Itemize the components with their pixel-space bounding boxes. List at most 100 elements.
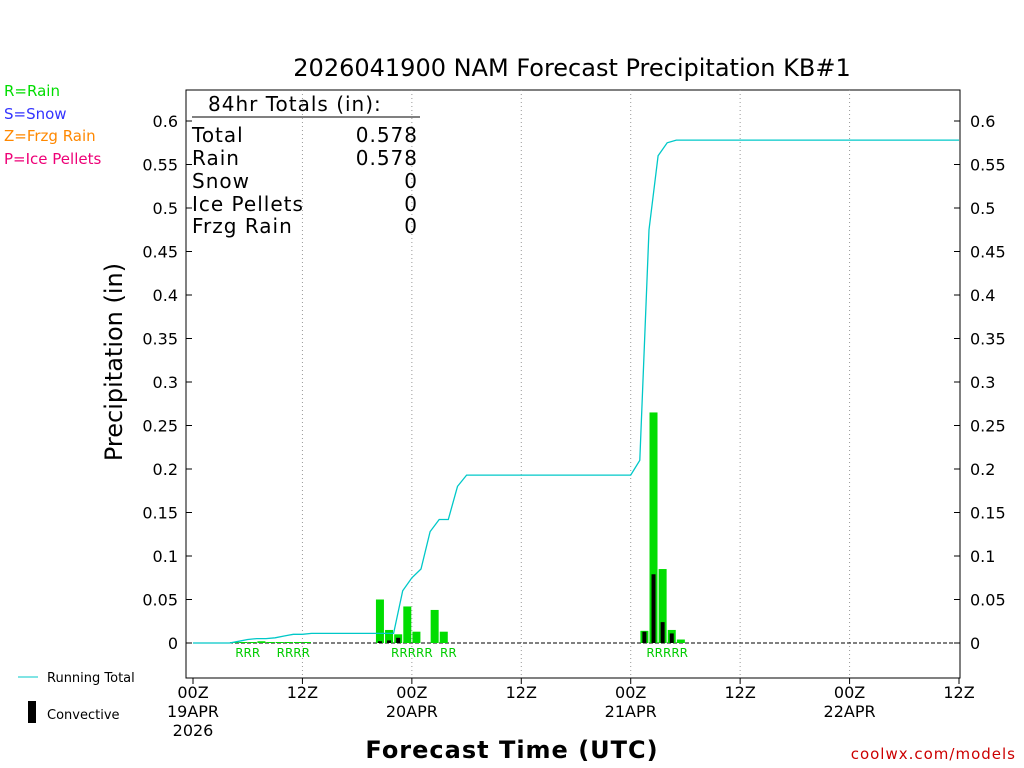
running-total-legend-label: Running Total: [47, 671, 135, 686]
rain-bar: [412, 631, 421, 643]
x-tick-label: 12Z: [724, 683, 755, 702]
rain-bars: [230, 412, 685, 643]
totals-value-total: 0.578: [356, 123, 418, 147]
rain-bar: [430, 609, 439, 643]
x-tick-label: 12Z: [287, 683, 318, 702]
y-tick-label-left: 0.55: [142, 156, 178, 175]
x-tick-label: 20APR: [386, 702, 438, 721]
ptype-label: RRRRR: [646, 646, 688, 660]
x-tick-label: 00Z: [396, 683, 427, 702]
x-tick-label: 19APR: [167, 702, 219, 721]
y-tick-label-left: 0: [168, 634, 178, 653]
totals-box: 84hr Totals (in): Total 0.578 Rain 0.578…: [191, 92, 420, 238]
totals-label-ice-pellets: Ice Pellets: [192, 192, 304, 216]
rain-bar: [284, 642, 293, 643]
vertical-gridlines: [301, 90, 851, 678]
ptype-label: RRR: [235, 646, 260, 660]
convective-bar: [377, 641, 382, 643]
legend-ice-pellets: P=Ice Pellets: [4, 150, 101, 168]
y-tick-label-left: 0.15: [142, 504, 178, 523]
convective-bar: [669, 633, 674, 643]
y-tick-label-right: 0.15: [970, 504, 1006, 523]
y-tick-label-right: 0.05: [970, 591, 1006, 610]
rain-bar: [676, 639, 685, 643]
rain-bar: [375, 599, 384, 643]
x-tick-label: 00Z: [177, 683, 208, 702]
convective-bar: [660, 622, 665, 643]
y-tick-label-left: 0.45: [142, 243, 178, 262]
y-tick-label-left: 0.25: [142, 417, 178, 436]
y-axis-right: 0 0.05 0.1 0.15 0.2 0.25 0.3 0.35 0.4 0.45 0.5 0.55…: [954, 112, 1006, 653]
convective-legend-label: Convective: [47, 708, 120, 723]
y-tick-label-right: 0.55: [970, 156, 1006, 175]
x-tick-label: 12Z: [506, 683, 537, 702]
legend-snow: S=Snow: [4, 105, 67, 123]
plot-frame: [185, 89, 961, 679]
ptype-labels: RRR RRRR RRRRR RR RRRRR: [235, 646, 688, 660]
y-tick-label-left: 0.6: [153, 112, 178, 131]
y-tick-label-right: 0.3: [970, 373, 995, 392]
y-tick-label-right: 0.5: [970, 199, 995, 218]
rain-bar: [239, 642, 248, 643]
y-tick-label-right: 0.1: [970, 547, 995, 566]
y-tick-label-left: 0.2: [153, 460, 178, 479]
totals-label-total: Total: [191, 123, 244, 147]
y-tick-label-left: 0.4: [153, 286, 178, 305]
y-tick-label-right: 0.35: [970, 330, 1006, 349]
rain-bar: [275, 642, 284, 643]
ptype-label: RR: [440, 646, 457, 660]
rain-bar: [439, 631, 448, 643]
y-axis-title: Precipitation (in): [100, 263, 128, 461]
rain-bar: [302, 642, 311, 643]
chart-title: 2026041900 NAM Forecast Precipitation KB…: [293, 54, 850, 82]
legend-frzg-rain: Z=Frzg Rain: [4, 127, 96, 145]
totals-value-rain: 0.578: [356, 146, 418, 170]
x-tick-label: 22APR: [824, 702, 876, 721]
y-tick-label-right: 0.45: [970, 243, 1006, 262]
totals-label-snow: Snow: [192, 169, 250, 193]
y-tick-label-left: 0.35: [142, 330, 178, 349]
x-tick-label: 00Z: [615, 683, 646, 702]
ptype-legend: R=Rain S=Snow Z=Frzg Rain P=Ice Pellets: [4, 82, 101, 168]
y-tick-label-right: 0: [970, 634, 980, 653]
rain-bar: [403, 606, 412, 643]
convective-bar: [642, 631, 647, 643]
x-axis-title: Forecast Time (UTC): [365, 736, 658, 764]
rain-bar: [385, 629, 394, 643]
rain-bar: [658, 569, 667, 643]
y-tick-label-right: 0.4: [970, 286, 995, 305]
y-tick-label-right: 0.25: [970, 417, 1006, 436]
totals-value-snow: 0: [404, 169, 418, 193]
bottom-legend: Running Total Convective: [18, 671, 135, 723]
y-tick-label-right: 0.2: [970, 460, 995, 479]
convective-bar: [651, 574, 656, 643]
rain-bar: [248, 642, 257, 643]
y-axis-left: 0 0.05 0.1 0.15 0.2 0.25 0.3 0.35 0.4 0.45 0.5 0.55…: [142, 112, 192, 653]
y-tick-label-left: 0.5: [153, 199, 178, 218]
totals-value-frzg-rain: 0: [404, 214, 418, 238]
rain-bar: [257, 641, 266, 643]
running-total-line: [193, 139, 959, 644]
convective-bar: [387, 640, 392, 643]
ptype-label: RRRRR: [391, 646, 433, 660]
rain-bar: [649, 412, 658, 643]
totals-label-rain: Rain: [192, 146, 240, 170]
x-tick-label: 12Z: [943, 683, 974, 702]
convective-bar: [396, 637, 401, 643]
totals-value-ice-pellets: 0: [404, 192, 418, 216]
rain-bar: [266, 642, 275, 643]
y-tick-label-left: 0.1: [153, 547, 178, 566]
x-tick-label: 00Z: [834, 683, 865, 702]
y-tick-label-right: 0.6: [970, 112, 995, 131]
convective-swatch: [28, 701, 36, 723]
site-credit: coolwx.com/models: [851, 745, 1016, 763]
y-tick-label-left: 0.05: [142, 591, 178, 610]
x-tick-label: 2026: [173, 721, 214, 740]
convective-bars: [377, 574, 674, 643]
rain-bar: [293, 642, 302, 643]
running-total-line: [193, 139, 959, 644]
x-tick-label: 21APR: [605, 702, 657, 721]
y-tick-label-left: 0.3: [153, 373, 178, 392]
